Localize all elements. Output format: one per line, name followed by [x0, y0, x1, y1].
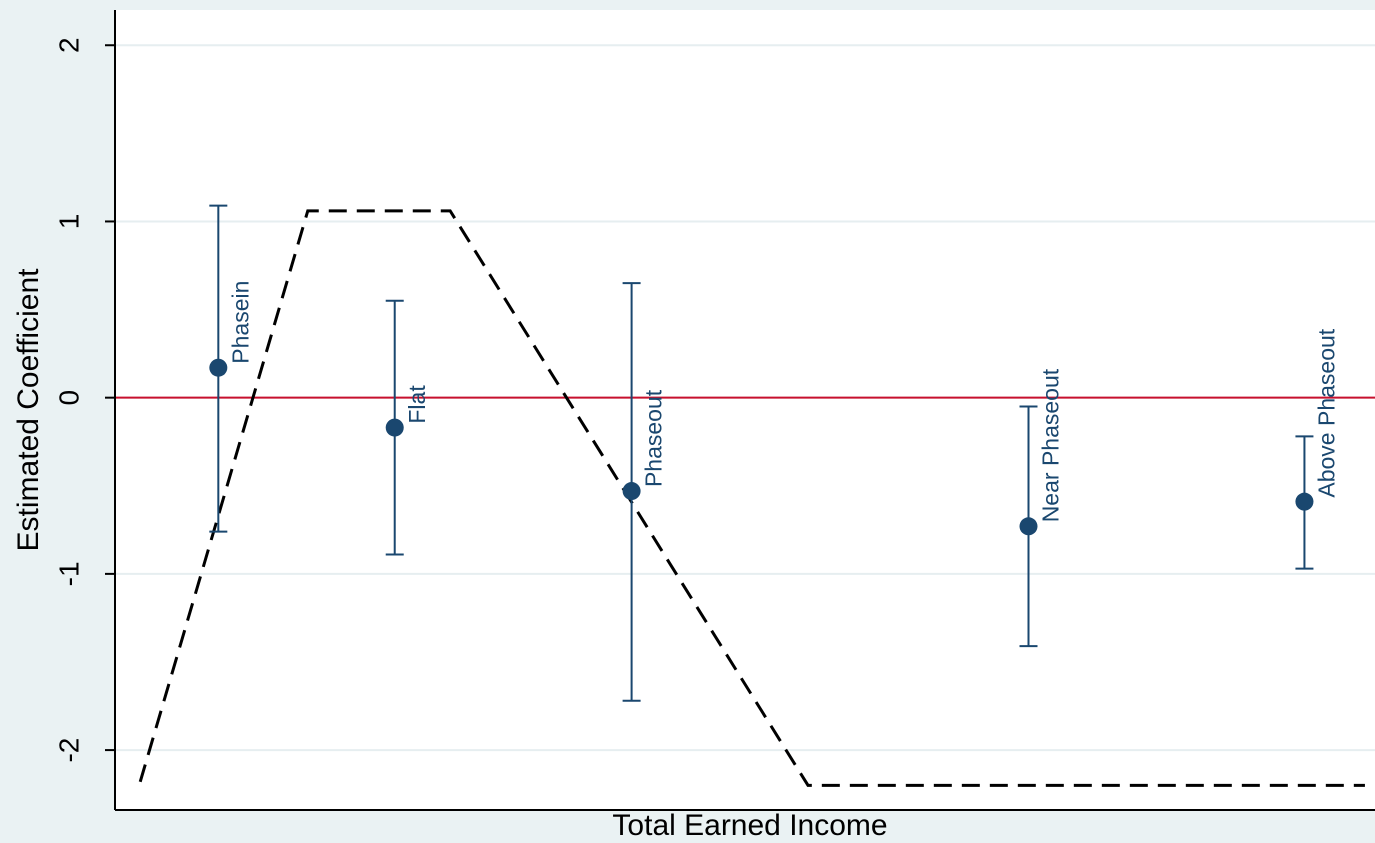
plot-area — [115, 10, 1375, 810]
y-tick-label: -2 — [53, 738, 84, 763]
y-tick-label: 0 — [53, 390, 84, 406]
point — [385, 418, 404, 437]
schedule-line — [138, 209, 1365, 787]
point-label: Phaseout — [641, 389, 667, 487]
x-axis-title: Total Earned Income — [612, 809, 887, 842]
point — [1295, 492, 1314, 511]
point-label: Above Phaseout — [1314, 328, 1340, 497]
y-tick-label: 1 — [53, 214, 84, 230]
point — [1019, 517, 1038, 536]
point-label: Phasein — [227, 281, 253, 364]
point — [622, 482, 641, 501]
point-label: Near Phaseout — [1038, 368, 1064, 522]
y-tick-label: 2 — [53, 37, 84, 53]
y-axis-title: Estimated Coefficient — [12, 268, 45, 552]
y-tick-label: -1 — [53, 561, 84, 586]
point — [209, 358, 228, 377]
point-label: Flat — [404, 385, 430, 424]
